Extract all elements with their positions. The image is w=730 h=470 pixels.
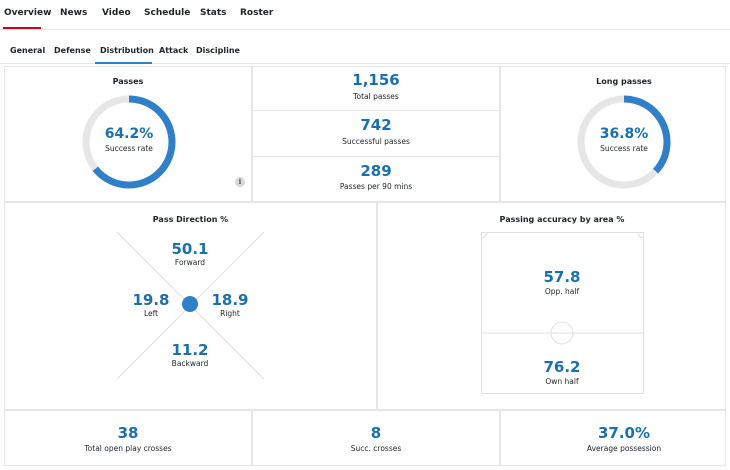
passing-accuracy-title: Passing accuracy by area % [499,215,625,224]
pitch-corner-right [637,232,644,239]
nav-schedule[interactable]: Schedule [144,8,191,18]
direction-left-label: Left [143,309,159,318]
passes-ring [82,95,176,189]
nav-active-indicator [3,27,41,29]
passes-per-90-panel [252,156,500,202]
long-passes-rate-label: Success rate [600,144,648,153]
pitch-center-circle [550,321,574,345]
direction-right-label: Right [220,309,240,318]
succ-crosses-label: Succ. crosses [350,444,402,453]
total-passes-label: Total passes [353,92,399,101]
nav-overview[interactable]: Overview [4,8,52,18]
accuracy-opp-half-value: 57.8 [543,268,581,286]
long-passes-ring-fill [577,95,671,189]
nav-roster[interactable]: Roster [240,8,274,18]
info-icon[interactable]: i [235,177,245,187]
tab-attack[interactable]: Attack [159,46,189,55]
pitch-outline [481,232,644,394]
passes-per-90-value: 289 [360,162,392,180]
sub-tabs: General Defense Distribution Attack Disc… [0,40,730,64]
passes-per-90-label: Passes per 90 mins [339,182,413,191]
accuracy-own-half-label: Own half [545,377,579,386]
direction-forward-value: 50.1 [171,240,209,258]
succ-crosses-panel [252,410,500,466]
accuracy-own-half-value: 76.2 [543,358,581,376]
open-play-crosses-panel [4,410,252,466]
passes-rate-label: Success rate [105,144,153,153]
nav-stats[interactable]: Stats [200,8,227,18]
direction-backward-label: Backward [171,359,209,368]
succ-crosses-value: 8 [370,424,382,442]
accuracy-opp-half-label: Opp. half [544,287,580,296]
long-passes-ring [577,95,671,189]
pass-direction-title: Pass Direction % [152,215,229,224]
direction-left-value: 19.8 [132,291,170,309]
successful-passes-panel [252,110,500,157]
direction-backward-value: 11.2 [171,341,209,359]
tab-active-indicator [95,62,152,64]
passing-accuracy-panel [377,202,726,410]
direction-forward-label: Forward [174,258,206,267]
pitch-diagram [481,232,644,394]
passes-panel [4,66,252,202]
pass-direction-center-dot [182,296,198,312]
top-nav: Overview News Video Schedule Stats Roste… [0,0,730,30]
passes-ring-fill [82,95,176,189]
tab-distribution[interactable]: Distribution [100,46,154,55]
total-passes-panel [252,66,500,111]
open-play-crosses-value: 38 [117,424,139,442]
average-possession-panel [500,410,726,466]
average-possession-value: 37.0% [597,424,651,442]
open-play-crosses-label: Total open play crosses [84,444,172,453]
long-passes-title: Long passes [596,77,652,86]
tab-discipline[interactable]: Discipline [196,46,240,55]
nav-news[interactable]: News [60,8,88,18]
direction-right-value: 18.9 [211,291,249,309]
tab-defense[interactable]: Defense [54,46,91,55]
passes-rate-value: 64.2% [104,126,154,142]
long-passes-panel [500,66,726,202]
successful-passes-value: 742 [360,116,392,134]
nav-video[interactable]: Video [102,8,131,18]
average-possession-label: Average possession [586,444,662,453]
tab-general[interactable]: General [10,46,46,55]
successful-passes-label: Successful passes [342,137,410,146]
total-passes-value: 1,156 [352,71,400,89]
pitch-corner-left [481,232,488,239]
long-passes-rate-value: 36.8% [599,126,649,142]
passes-title: Passes [112,77,144,86]
